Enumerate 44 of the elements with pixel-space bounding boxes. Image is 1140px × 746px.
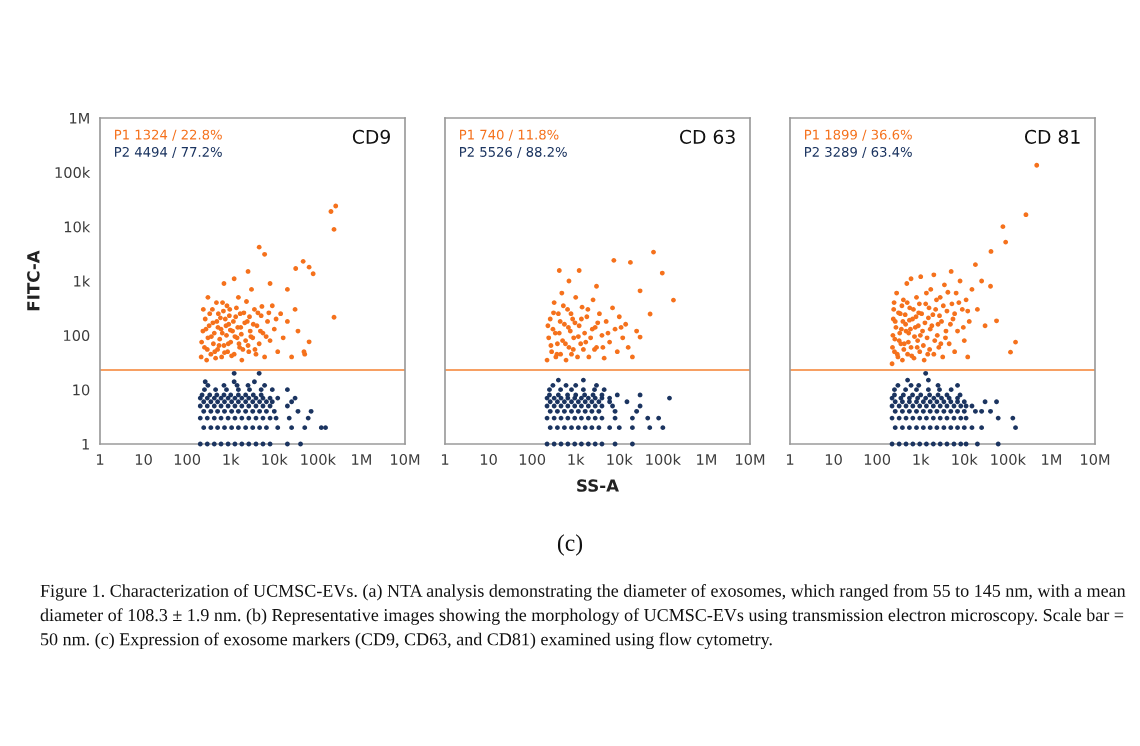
y-tick-label: 100k: [55, 166, 91, 179]
y-tick-label: 1M: [70, 112, 89, 124]
x-tick-label: 1M: [697, 454, 716, 465]
x-tick-label: 100: [174, 453, 201, 466]
annotation: P1 1899 / 36.6%: [805, 129, 912, 141]
x-tick-label: 1M: [352, 454, 371, 465]
x-tick-label: 1M: [1042, 454, 1061, 465]
x-tick-label: 100k: [991, 453, 1026, 466]
x-tick-label: 1k: [568, 453, 585, 465]
x-tick-label: 10: [480, 453, 497, 466]
y-tick-label: 1: [82, 438, 89, 450]
x-tick-label: 10M: [736, 453, 765, 466]
y-tick-label: 10k: [64, 221, 91, 233]
text: CD 63: [679, 129, 735, 144]
y-axis-title: FITC-A: [27, 250, 40, 311]
x-tick-label: 1: [441, 454, 449, 465]
x-tick-label: 10M: [1081, 453, 1110, 466]
text: CD9: [352, 129, 390, 144]
y-tick-label: 10: [73, 384, 90, 396]
y-tick-label: 100: [64, 330, 90, 342]
x-tick-label: 100: [864, 453, 891, 466]
x-tick-label: 1: [786, 454, 794, 465]
annotation: P1 1324 / 22.8%: [115, 129, 222, 141]
x-tick-label: 100: [519, 453, 546, 466]
annotation: P1 740 / 11.8%: [460, 129, 559, 141]
y-tick-label: 1k: [74, 275, 91, 287]
x-tick-label: 100k: [646, 453, 681, 466]
x-tick-label: 10: [825, 453, 842, 466]
x-tick-label: 1k: [913, 453, 930, 465]
annotation: P2 4494 / 77.2%: [115, 146, 222, 158]
x-tick-label: 10: [135, 453, 152, 466]
x-tick-label: 1k: [223, 453, 240, 465]
x-tick-label: 10M: [391, 453, 420, 466]
text: CD 81: [1024, 129, 1080, 144]
text: (c): [557, 534, 583, 556]
caption: Figure 1. Characterization of UCMSC-EVs. (a) NTA analysis demonstrating the diameter of exosomes, which ranged from 55 to 145 nm, with a mean diameter of 108.3 ± 1.9 nm. (b) Representative images showing the morphology of UCMSC-EVs using transmission electron microscopy. Scale bar = 50 nm. (c) Expression of exosome markers (CD9, CD63, and CD81) examined using flow cytometry.: [40, 584, 1126, 650]
x-tick-label: 100k: [301, 453, 336, 466]
x-tick-label: 10k: [607, 453, 633, 466]
annotation: P2 3289 / 63.4%: [805, 146, 912, 158]
x-tick-label: 1: [96, 454, 104, 465]
x-tick-label: 10k: [952, 453, 978, 466]
x-tick-label: 10k: [262, 453, 288, 466]
annotation: P2 5526 / 88.2%: [460, 146, 567, 158]
x-axis-title: SS-A: [577, 479, 619, 492]
